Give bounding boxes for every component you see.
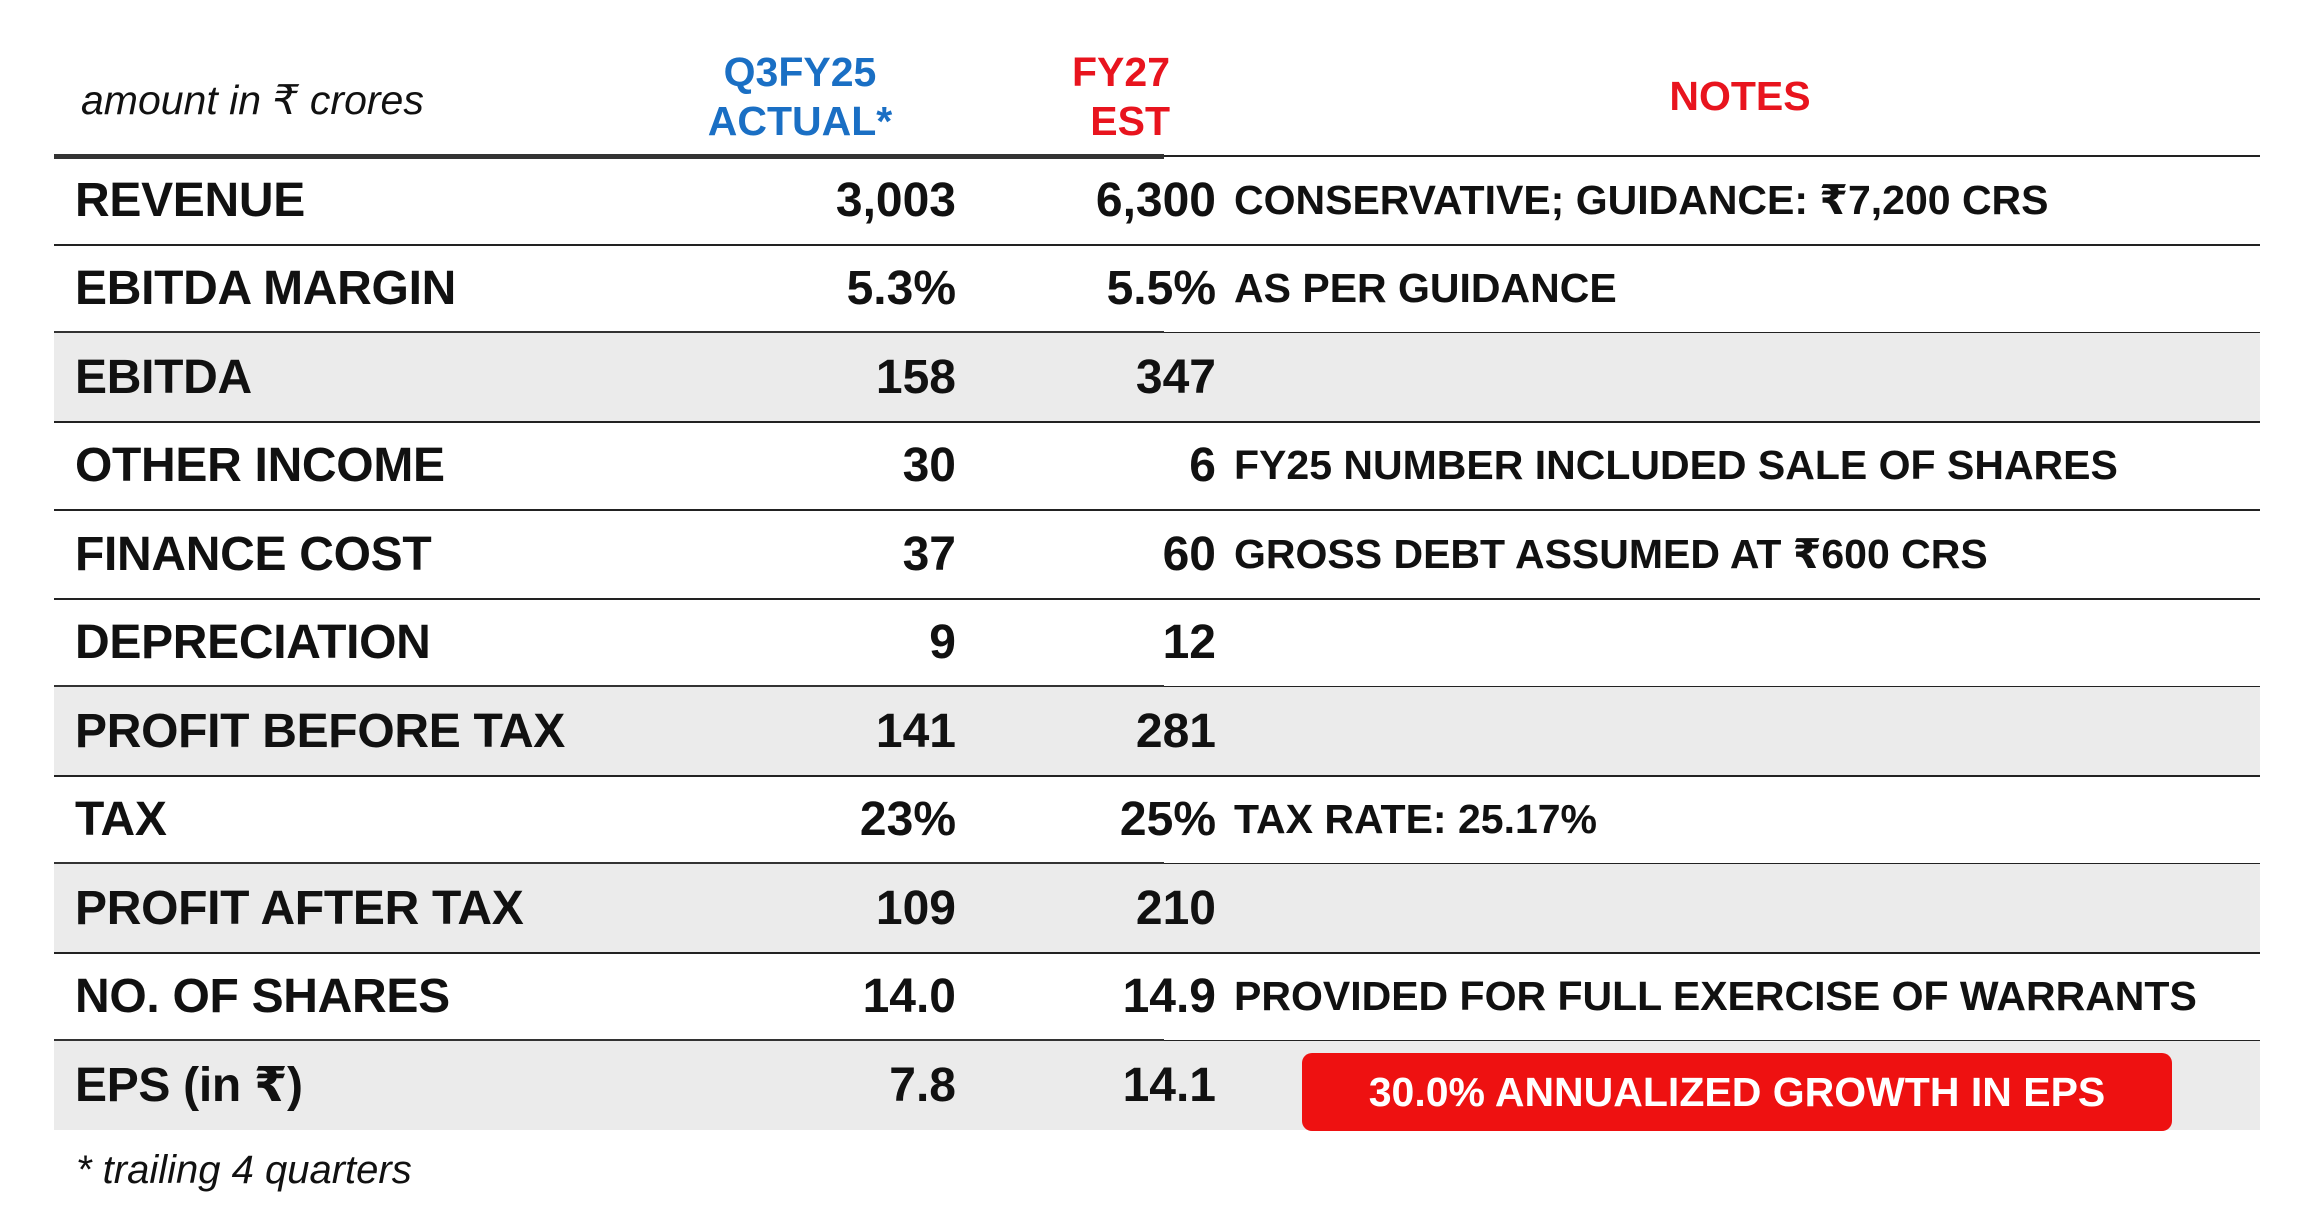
footnote: * trailing 4 quarters — [76, 1148, 412, 1192]
estimate-column-header-line1: FY27 — [1072, 49, 1170, 95]
row-label: EBITDA — [75, 350, 252, 404]
table-row: DEPRECIATION 9 12 — [54, 599, 2260, 690]
row-label: TAX — [75, 793, 167, 847]
actual-column-header-line2: ACTUAL* — [707, 98, 893, 144]
table-row: PROFIT AFTER TAX 109 210 — [54, 864, 2260, 954]
estimate-value: 6 — [1189, 439, 1216, 493]
row-divider — [54, 420, 2260, 423]
estimate-value: 12 — [1162, 616, 1216, 670]
row-divider — [54, 951, 2260, 954]
row-divider — [54, 243, 2260, 246]
estimate-value: 25% — [1119, 793, 1216, 847]
row-note: GROSS DEBT ASSUMED AT ₹600 CRS — [1234, 531, 1988, 578]
table-row: EPS (in ₹) 7.8 14.1 30.0% ANNUALIZED GRO… — [54, 1041, 2260, 1131]
units-caption: amount in ₹ crores — [81, 77, 424, 123]
actual-column-header-line1: Q3FY25 — [723, 49, 877, 95]
row-label: DEPRECIATION — [75, 616, 431, 670]
estimate-value: 281 — [1135, 704, 1216, 758]
row-label: PROFIT AFTER TAX — [75, 881, 524, 935]
estimate-value: 60 — [1162, 527, 1216, 581]
row-label: OTHER INCOME — [75, 439, 445, 493]
actual-value: 37 — [902, 527, 956, 581]
estimate-column-header: FY27 EST — [1010, 48, 1170, 146]
estimate-value: 6,300 — [1095, 173, 1216, 227]
row-note: PROVIDED FOR FULL EXERCISE OF WARRANTS — [1234, 973, 2197, 1020]
estimate-value: 14.9 — [1122, 970, 1216, 1024]
table-row: FINANCE COST 37 60 GROSS DEBT ASSUMED AT… — [54, 510, 2260, 600]
row-label: EBITDA MARGIN — [75, 262, 456, 316]
actual-column-header: Q3FY25 ACTUAL* — [680, 48, 920, 146]
actual-value: 5.3% — [846, 262, 956, 316]
financial-table: REVENUE 3,003 6,300 CONSERVATIVE; GUIDAN… — [54, 154, 2260, 1131]
row-label: EPS (in ₹) — [75, 1059, 303, 1113]
actual-value: 14.0 — [862, 970, 956, 1024]
row-divider — [54, 509, 2260, 511]
table-row: EBITDA 158 347 — [54, 333, 2260, 423]
row-label: REVENUE — [75, 173, 305, 227]
estimate-value: 210 — [1135, 881, 1216, 935]
estimate-value: 14.1 — [1122, 1058, 1216, 1112]
row-note: TAX RATE: 25.17% — [1234, 796, 1598, 843]
eps-growth-badge: 30.0% ANNUALIZED GROWTH IN EPS — [1302, 1053, 2172, 1131]
estimate-value: 347 — [1135, 350, 1216, 404]
row-divider — [54, 774, 2260, 777]
row-label: FINANCE COST — [75, 527, 432, 581]
row-note: CONSERVATIVE; GUIDANCE: ₹7,200 CRS — [1234, 177, 2049, 224]
estimate-value: 5.5% — [1106, 262, 1216, 316]
actual-value: 30 — [902, 439, 956, 493]
notes-column-header: NOTES — [1669, 73, 1811, 119]
table-row: OTHER INCOME 30 6 FY25 NUMBER INCLUDED S… — [54, 422, 2260, 511]
table-row: NO. OF SHARES 14.0 14.9 PROVIDED FOR FUL… — [54, 953, 2260, 1044]
actual-value: 23% — [859, 793, 956, 847]
row-divider — [54, 597, 2260, 600]
header-divider-right — [1164, 155, 2260, 157]
actual-value: 158 — [875, 350, 956, 404]
actual-value: 7.8 — [889, 1058, 956, 1112]
table-row: TAX 23% 25% TAX RATE: 25.17% — [54, 776, 2260, 867]
header-divider-left — [54, 154, 1164, 159]
row-note: AS PER GUIDANCE — [1234, 265, 1617, 312]
actual-value: 3,003 — [835, 173, 956, 227]
actual-value: 141 — [875, 704, 956, 758]
row-note: FY25 NUMBER INCLUDED SALE OF SHARES — [1234, 442, 2118, 489]
table-row: REVENUE 3,003 6,300 CONSERVATIVE; GUIDAN… — [54, 156, 2260, 246]
actual-value: 9 — [929, 616, 956, 670]
row-label: PROFIT BEFORE TAX — [75, 704, 566, 758]
table-row: EBITDA MARGIN 5.3% 5.5% AS PER GUIDANCE — [54, 245, 2260, 336]
table-row: PROFIT BEFORE TAX 141 281 — [54, 687, 2260, 777]
actual-value: 109 — [875, 881, 956, 935]
estimate-column-header-line2: EST — [1090, 98, 1170, 144]
row-label: NO. OF SHARES — [75, 970, 450, 1024]
